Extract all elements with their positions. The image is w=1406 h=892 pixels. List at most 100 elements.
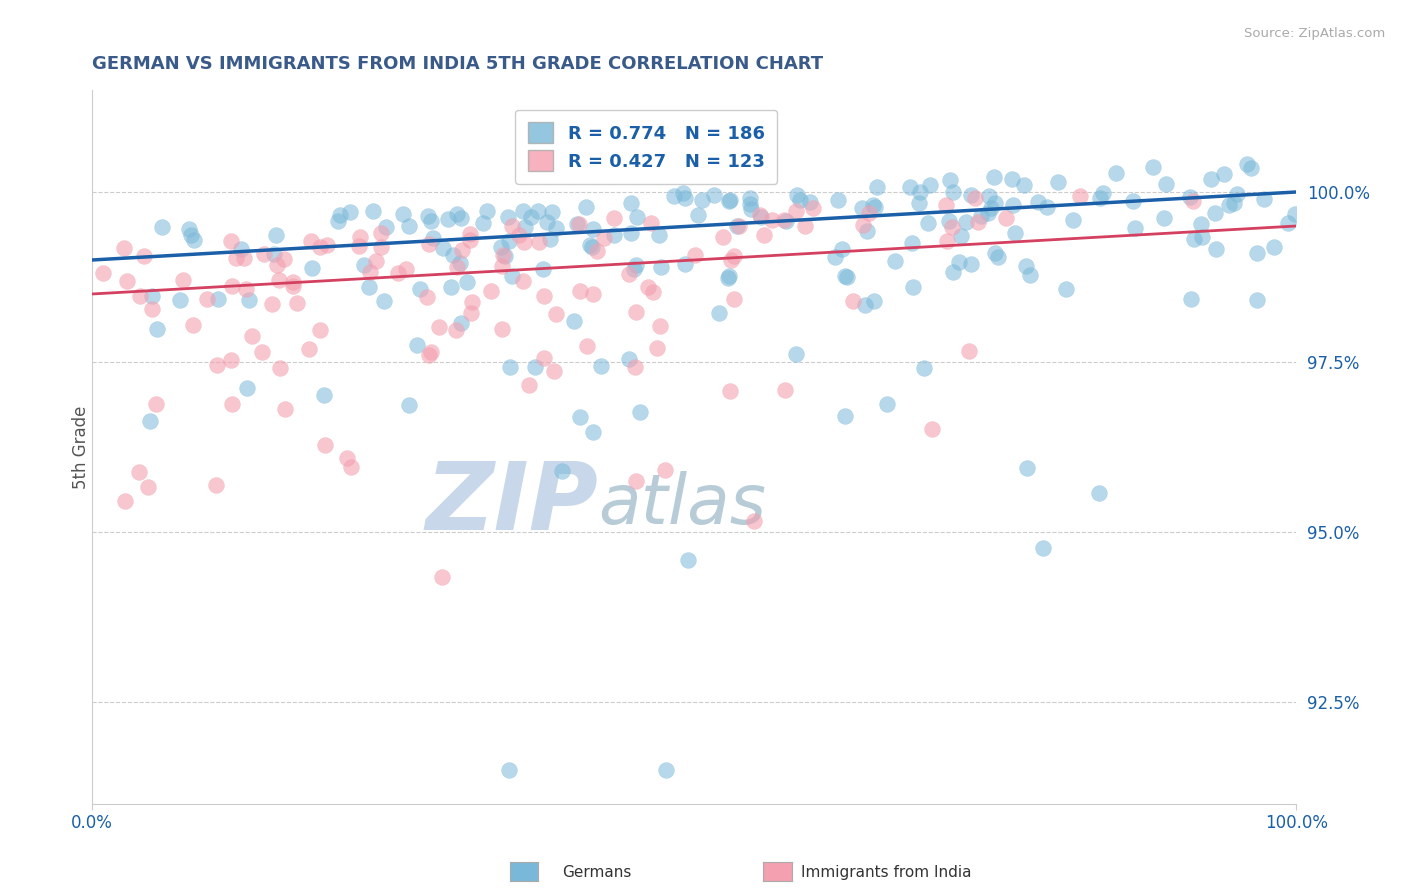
Point [939, 172, 962, 186]
Point [430, 570, 453, 584]
Point [564, 314, 586, 328]
Point [541, 204, 564, 219]
Point [444, 323, 467, 337]
Point [419, 345, 441, 359]
Point [801, 202, 824, 216]
Point [458, 233, 481, 247]
Point [112, 241, 135, 255]
Point [948, 255, 970, 269]
Point [603, 228, 626, 243]
Point [748, 208, 770, 222]
Point [645, 341, 668, 355]
Point [1046, 175, 1069, 189]
Point [720, 252, 742, 267]
Point [673, 257, 696, 271]
Point [624, 474, 647, 488]
Point [1236, 157, 1258, 171]
Point [461, 295, 484, 310]
Point [441, 248, 464, 262]
Point [418, 237, 440, 252]
Point [984, 246, 1007, 260]
Point [357, 280, 380, 294]
Point [1017, 460, 1039, 475]
Point [901, 280, 924, 294]
Point [1122, 194, 1144, 209]
Point [238, 293, 260, 308]
Point [359, 264, 381, 278]
Point [742, 514, 765, 528]
Point [309, 323, 332, 337]
Point [1204, 206, 1226, 220]
Point [512, 235, 534, 249]
Point [912, 361, 935, 376]
Point [139, 414, 162, 428]
Point [283, 276, 305, 290]
Point [526, 204, 548, 219]
Point [970, 210, 993, 224]
Point [898, 179, 921, 194]
Point [785, 347, 807, 361]
Point [938, 213, 960, 227]
Point [439, 279, 461, 293]
Point [1189, 217, 1212, 231]
Point [283, 278, 305, 293]
Point [446, 260, 468, 274]
Point [901, 235, 924, 250]
Point [273, 401, 295, 416]
Point [568, 409, 591, 424]
Point [298, 342, 321, 356]
Point [523, 359, 546, 374]
Point [1181, 194, 1204, 208]
Point [250, 345, 273, 359]
Point [195, 293, 218, 307]
Point [134, 249, 156, 263]
Point [1178, 190, 1201, 204]
Point [364, 254, 387, 268]
Point [628, 405, 651, 419]
Point [370, 240, 392, 254]
Point [728, 219, 751, 233]
Point [536, 215, 558, 229]
Point [180, 227, 202, 242]
Point [620, 226, 643, 240]
Point [581, 240, 603, 254]
Point [169, 293, 191, 308]
Point [498, 211, 520, 225]
Point [648, 319, 671, 334]
Point [339, 460, 361, 475]
Point [501, 219, 523, 233]
Point [150, 219, 173, 234]
Point [1001, 172, 1024, 186]
Point [827, 193, 849, 207]
Point [145, 322, 167, 336]
Point [456, 276, 478, 290]
Point [253, 247, 276, 261]
Point [980, 201, 1002, 215]
Point [1199, 172, 1222, 186]
Point [994, 211, 1017, 225]
Point [1218, 198, 1240, 212]
Point [221, 279, 243, 293]
Point [517, 377, 540, 392]
Point [513, 220, 536, 235]
Point [662, 189, 685, 203]
Point [312, 387, 335, 401]
Text: ZIP: ZIP [425, 458, 598, 550]
Point [960, 258, 983, 272]
Point [935, 234, 957, 248]
Point [370, 227, 392, 241]
Text: Source: ZipAtlas.com: Source: ZipAtlas.com [1244, 27, 1385, 40]
Point [1032, 541, 1054, 555]
Point [949, 228, 972, 243]
Point [285, 296, 308, 310]
Point [703, 187, 725, 202]
Point [91, 266, 114, 280]
Point [647, 228, 669, 243]
Point [955, 215, 977, 229]
Point [718, 384, 741, 399]
Point [1012, 178, 1035, 192]
Point [273, 252, 295, 267]
Point [533, 289, 555, 303]
Point [1035, 200, 1057, 214]
Point [266, 258, 288, 272]
